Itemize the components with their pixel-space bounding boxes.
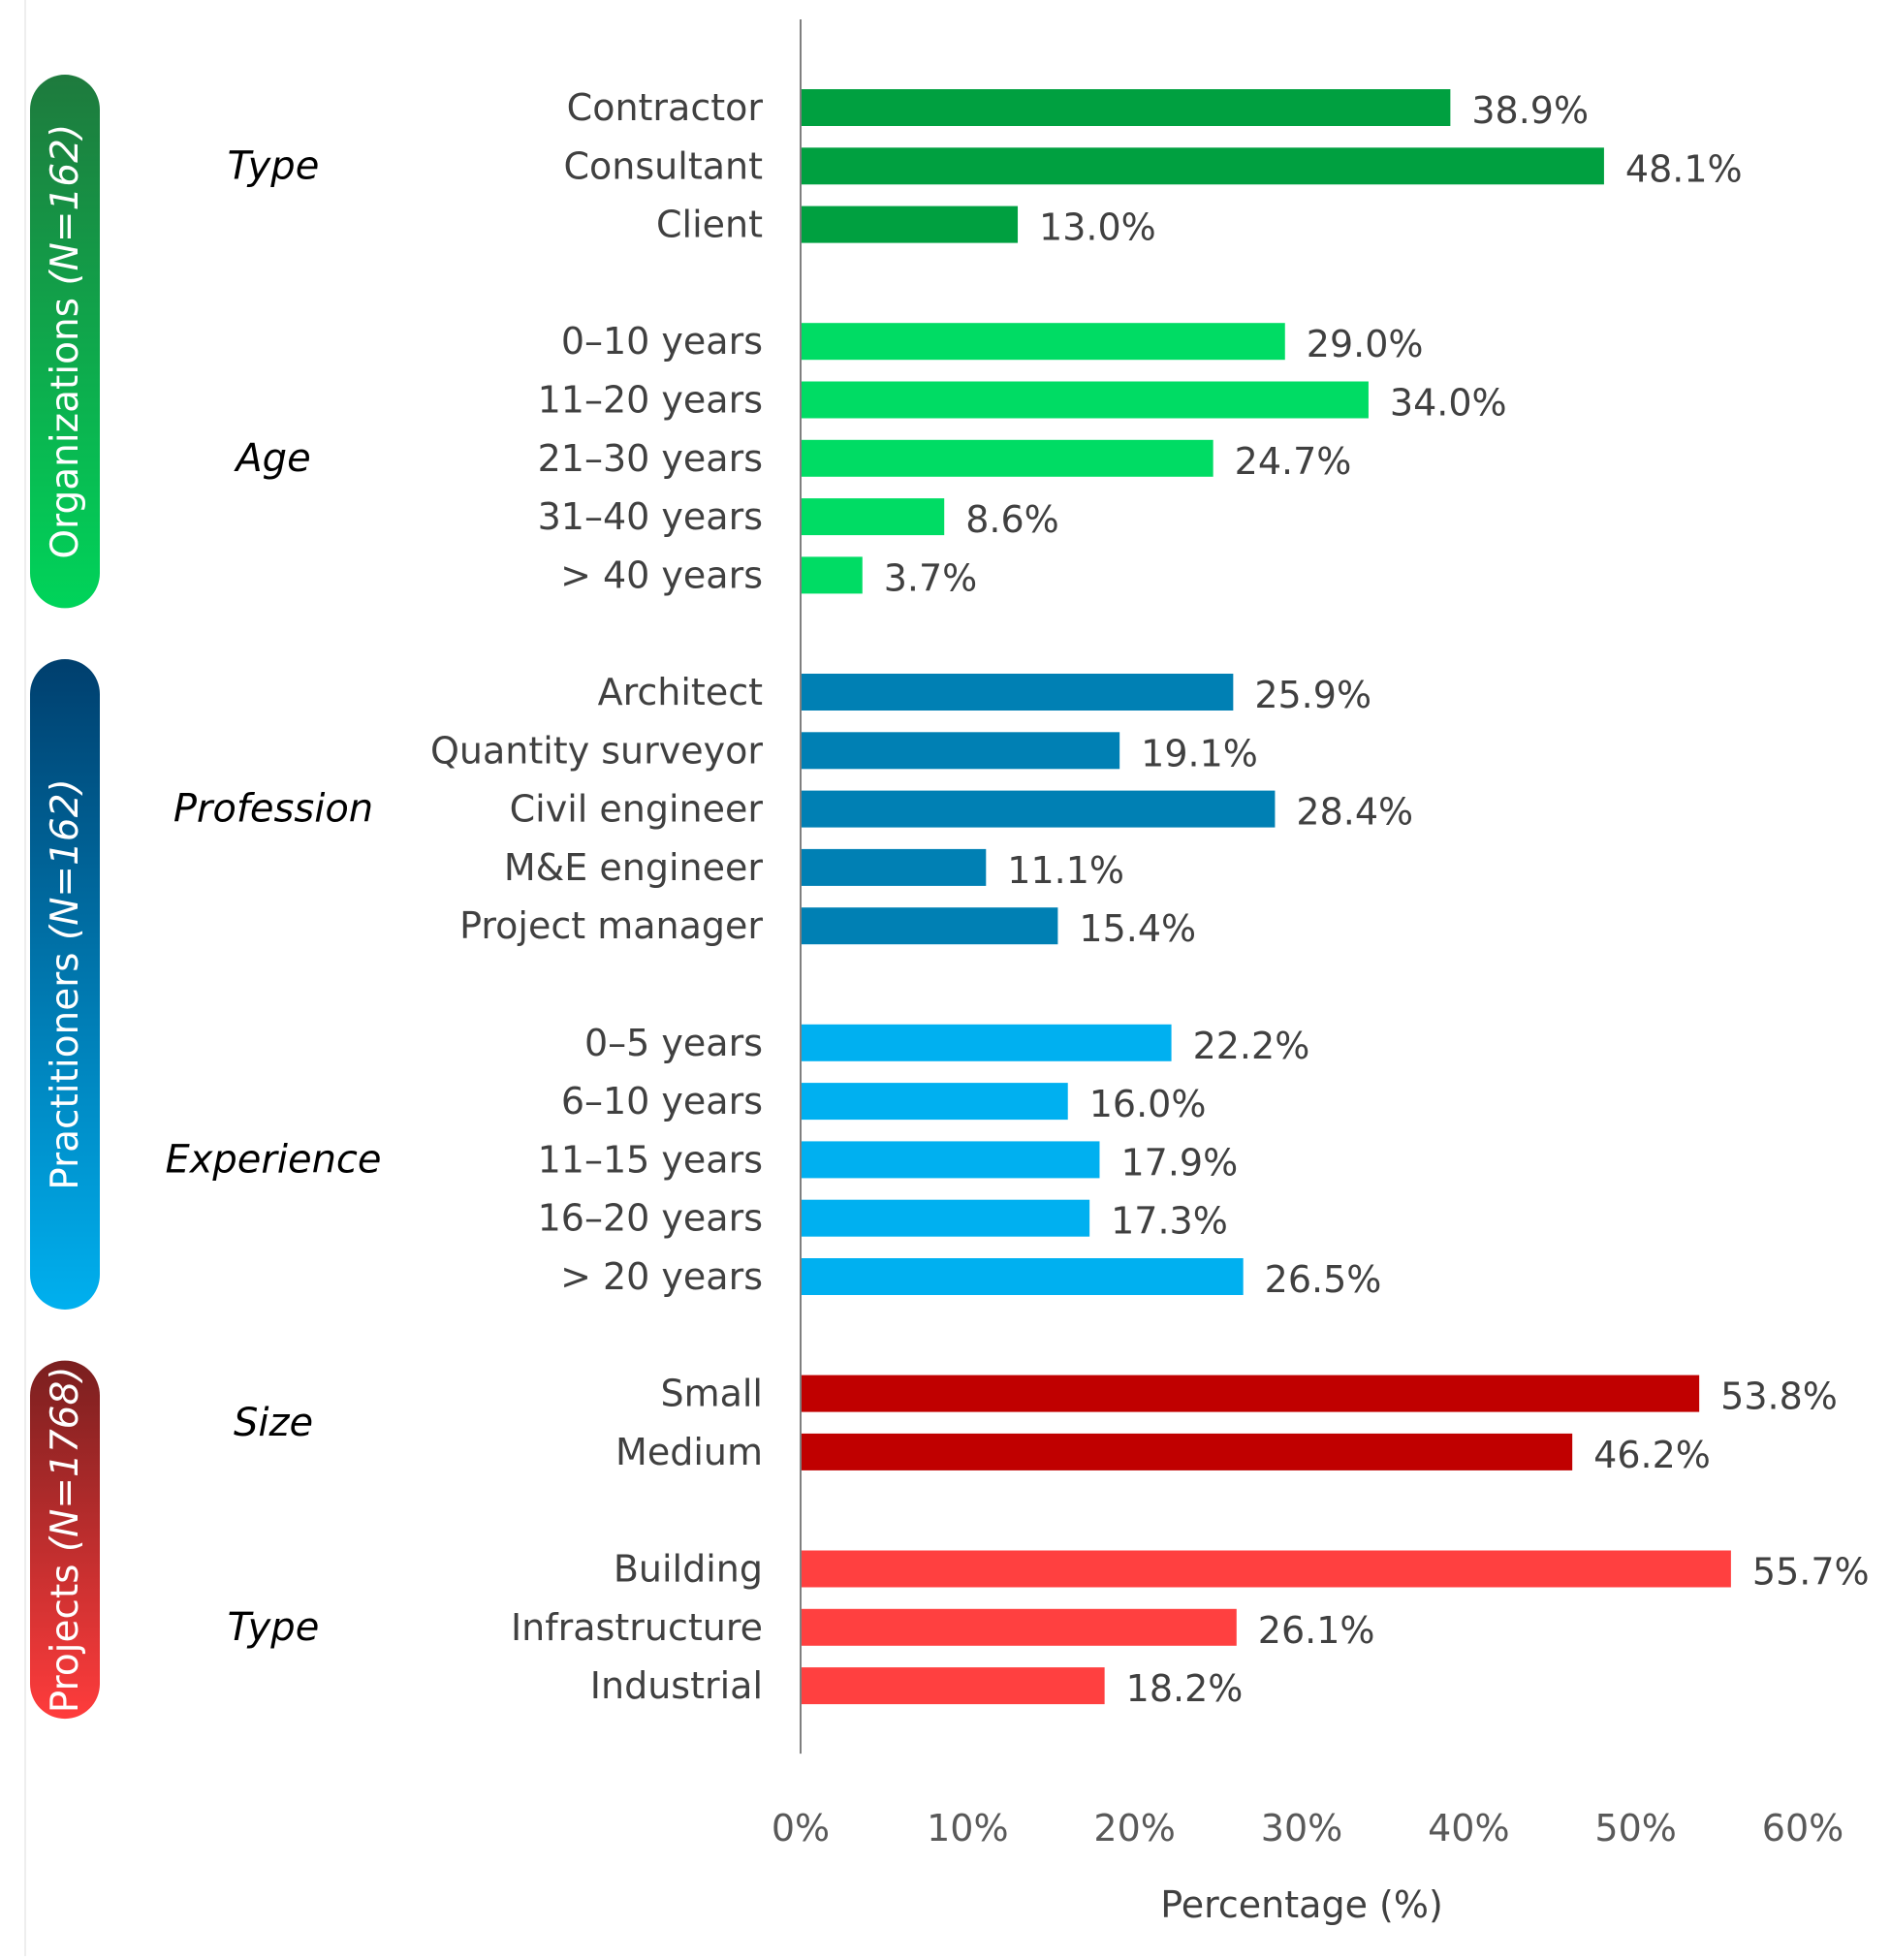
data-label: 29.0%: [1307, 323, 1424, 365]
bar: [802, 1258, 1244, 1295]
category-label: > 20 years: [560, 1255, 763, 1298]
category-label: Client: [656, 204, 763, 246]
section-pill-practitioners: [30, 659, 100, 1310]
category-label: Architect: [598, 671, 763, 713]
bar: [802, 439, 1213, 477]
data-label: 34.0%: [1390, 382, 1507, 425]
bar: [802, 498, 945, 536]
data-label: 38.9%: [1471, 89, 1589, 132]
bar: [802, 147, 1604, 185]
category-label: Infrastructure: [511, 1606, 763, 1649]
bar: [802, 1083, 1068, 1121]
data-label: 53.8%: [1720, 1375, 1838, 1418]
bar: [802, 1433, 1573, 1470]
x-tick-label: 10%: [927, 1807, 1008, 1849]
data-label: 17.9%: [1120, 1141, 1238, 1184]
bar: [802, 1141, 1100, 1179]
section-label-practitioners: Practitioners (N=162): [44, 778, 87, 1190]
bar: [802, 674, 1234, 711]
section-pill-organizations: [30, 75, 100, 609]
category-label: > 40 years: [560, 553, 763, 596]
bar: [802, 1550, 1731, 1588]
data-label: 18.2%: [1126, 1667, 1244, 1710]
section-name: Projects: [44, 1552, 87, 1713]
data-label: 13.0%: [1039, 206, 1156, 249]
x-tick-label: 30%: [1261, 1807, 1342, 1849]
data-label: 22.2%: [1193, 1025, 1310, 1067]
category-label: Quantity surveyor: [430, 729, 763, 772]
category-label: Project manager: [459, 904, 763, 947]
category-label: Contractor: [567, 86, 764, 129]
bar: [802, 848, 987, 886]
section-pill-projects: [30, 1360, 100, 1720]
bar: [802, 1199, 1090, 1237]
category-label: 21–30 years: [538, 437, 763, 480]
bar: [802, 556, 863, 594]
data-label: 26.1%: [1258, 1609, 1375, 1652]
category-label: Medium: [615, 1431, 763, 1473]
category-label: Consultant: [564, 144, 763, 187]
data-label: 46.2%: [1593, 1434, 1711, 1476]
data-label: 17.3%: [1111, 1200, 1228, 1243]
bar: [802, 790, 1276, 828]
category-label: Building: [614, 1548, 763, 1591]
bar: [802, 381, 1369, 419]
bar: [802, 1608, 1237, 1646]
category-label: 16–20 years: [538, 1197, 763, 1240]
category-label: 11–20 years: [538, 379, 763, 422]
data-label: 19.1%: [1141, 732, 1258, 775]
bar: [802, 907, 1058, 945]
bar: [802, 1024, 1172, 1061]
data-label: 26.5%: [1265, 1258, 1382, 1301]
bar: [802, 1667, 1105, 1705]
data-label: 15.4%: [1079, 907, 1196, 950]
section-name: Practitioners: [44, 940, 87, 1190]
category-label: Civil engineer: [510, 788, 764, 831]
data-label: 8.6%: [965, 498, 1059, 541]
category-label: 11–15 years: [538, 1138, 763, 1181]
category-label: Small: [660, 1373, 763, 1415]
group-label-type: Type: [228, 143, 320, 188]
group-label-size: Size: [234, 1401, 313, 1445]
data-label: 16.0%: [1089, 1083, 1207, 1125]
section-label-organizations: Organizations (N=162): [44, 124, 87, 559]
section-n-label: (N=162): [44, 124, 87, 286]
x-axis-title: Percentage (%): [1160, 1883, 1443, 1926]
category-label: 0–5 years: [584, 1022, 763, 1064]
group-label-profession: Profession: [173, 787, 373, 832]
category-label: M&E engineer: [504, 846, 763, 889]
data-label: 3.7%: [884, 556, 978, 599]
bar: [802, 323, 1285, 361]
category-label: 6–10 years: [561, 1080, 763, 1122]
x-tick-label: 40%: [1428, 1807, 1509, 1849]
x-tick-label: 20%: [1093, 1807, 1175, 1849]
data-label: 48.1%: [1625, 147, 1743, 190]
section-n-label: (N=1768): [44, 1366, 87, 1552]
data-label: 25.9%: [1254, 674, 1371, 716]
section-label-projects: Projects (N=1768): [44, 1366, 87, 1713]
bar: [802, 89, 1451, 126]
section-n-label: (N=162): [44, 778, 87, 940]
data-label: 28.4%: [1296, 791, 1413, 834]
data-label: 11.1%: [1007, 849, 1124, 892]
category-label: Industrial: [590, 1664, 763, 1707]
section-name: Organizations: [44, 286, 87, 559]
data-label: 24.7%: [1235, 440, 1352, 483]
bar: [802, 205, 1019, 243]
group-label-age: Age: [233, 436, 310, 481]
bar: [802, 1375, 1700, 1412]
category-label: 31–40 years: [538, 495, 763, 538]
bar: [802, 732, 1120, 770]
category-label: 0–10 years: [561, 320, 763, 363]
group-label-type: Type: [228, 1605, 320, 1650]
x-tick-label: 50%: [1594, 1807, 1676, 1849]
x-tick-label: 60%: [1762, 1807, 1844, 1849]
group-label-experience: Experience: [165, 1137, 381, 1182]
data-label: 55.7%: [1752, 1551, 1870, 1594]
x-tick-label: 0%: [772, 1807, 830, 1849]
